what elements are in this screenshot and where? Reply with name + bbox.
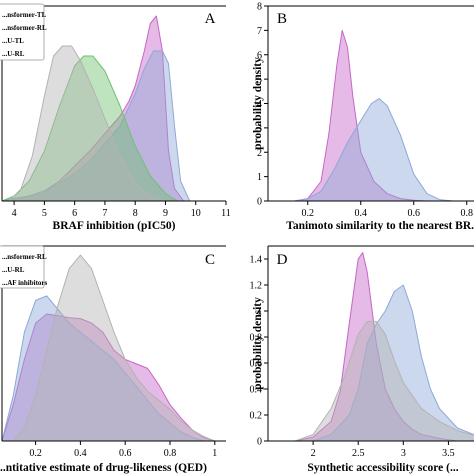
x-tick-label: 2.5 — [352, 448, 365, 459]
x-axis-label: ...ntitative estimate of drug-likeness (… — [0, 462, 207, 474]
y-tick-label: 2 — [257, 148, 262, 159]
panel-d: 2 2.5 3 3.5 0 0.2 0.4 0.6 0.8 1 1.2 1.4 Synthetic ac… — [250, 245, 474, 474]
series-2-area — [294, 320, 474, 442]
panel-a: 4 5 6 7 8 9 10 11 BRAF inhibition (pIC50) A ...nsf… — [0, 3, 231, 232]
series-1-area — [1, 50, 191, 202]
y-tick-label: 8 — [257, 2, 262, 13]
y-tick-label: 1 — [257, 172, 262, 183]
legend-entry: ...nsformer-TL — [2, 11, 47, 19]
legend-entry: ...U-TL — [2, 37, 24, 45]
x-tick-label: 3 — [401, 448, 406, 459]
x-axis-label: Synthetic accessibility score (... — [307, 462, 458, 474]
y-tick-label: 0.2 — [250, 411, 263, 422]
x-tick-label: 10 — [191, 208, 201, 219]
x-axis-label: BRAF inhibition (pIC50) — [53, 220, 176, 232]
x-tick-label: 0.2 — [302, 208, 315, 219]
x-tick-label: 6 — [72, 208, 77, 219]
x-tick-label: 0.4 — [355, 208, 368, 219]
series-0-area — [294, 29, 428, 202]
panel-letter: D — [277, 252, 288, 268]
y-tick-label: 0.6 — [250, 359, 263, 370]
series-1-area — [1, 295, 205, 442]
y-tick-label: 0 — [257, 197, 262, 208]
series-1-area — [312, 284, 474, 442]
x-axis-label: Tanimoto similarity to the nearest BR... — [286, 220, 474, 232]
legend-entry: ...nsformer-RL — [2, 24, 47, 32]
x-tick-label: 4 — [12, 208, 17, 219]
y-tick-label: 4 — [257, 99, 262, 110]
x-tick-label: 5 — [42, 208, 47, 219]
x-tick-label: 0.6 — [119, 448, 132, 459]
x-tick-label: 0.6 — [408, 208, 421, 219]
y-tick-label: 0 — [257, 437, 262, 448]
x-tick-label: 0.4 — [74, 448, 87, 459]
legend-entry: ...nsformer-RL — [2, 253, 47, 261]
y-tick-label: 0.8 — [250, 333, 263, 344]
x-tick-label: 0.8 — [164, 448, 177, 459]
panel-b: 0.2 0.4 0.6 0.8 0 1 2 3 4 5 6 7 8 Tanimoto similarity… — [252, 2, 474, 232]
y-tick-label: 0.4 — [250, 385, 263, 396]
x-tick-label: 3.5 — [442, 448, 455, 459]
y-tick-label: 1.2 — [250, 281, 263, 292]
legend-box — [0, 245, 45, 289]
legend-entry: ...AF inhibitors — [2, 279, 48, 287]
series-0-area — [294, 252, 458, 442]
y-tick-label: 7 — [257, 26, 262, 37]
legend: ...nsformer-RL ...U-RL ...AF inhibitors — [0, 245, 48, 289]
x-tick-label: 0.2 — [29, 448, 42, 459]
x-tick-label: 9 — [163, 208, 168, 219]
x-tick-label: 1 — [212, 448, 217, 459]
series-1-area — [294, 98, 454, 202]
series-2-area — [12, 254, 216, 442]
y-axis-label: probability density — [252, 57, 264, 150]
x-tick-label: 2 — [311, 448, 316, 459]
y-tick-label: 1.4 — [250, 255, 263, 266]
y-tick-label: 1 — [257, 307, 262, 318]
y-axis-label: probability density — [252, 297, 264, 390]
panel-letter: A — [205, 11, 216, 27]
panel-letter: B — [277, 11, 287, 27]
x-tick-label: 8 — [133, 208, 138, 219]
y-tick-label: 6 — [257, 50, 262, 61]
y-tick-label: 5 — [257, 75, 262, 86]
series-2-area — [1, 55, 179, 202]
legend-entry: ...U-RL — [2, 266, 25, 274]
x-tick-label: 11 — [221, 208, 231, 219]
legend-entry: ...U-RL — [2, 50, 25, 58]
x-tick-label: 7 — [102, 208, 107, 219]
panel-c: 0.2 0.4 0.6 0.8 1 ...ntitative estimate of dr… — [0, 245, 226, 474]
series-3-area — [7, 45, 166, 202]
panel-letter: C — [205, 252, 215, 268]
y-tick-label: 3 — [257, 123, 262, 134]
series-0-area — [1, 313, 216, 442]
legend: ...nsformer-TL ...nsformer-RL ...U-TL ...U-… — [0, 3, 47, 61]
x-tick-label: 0.8 — [461, 208, 474, 219]
legend-box — [0, 3, 45, 61]
